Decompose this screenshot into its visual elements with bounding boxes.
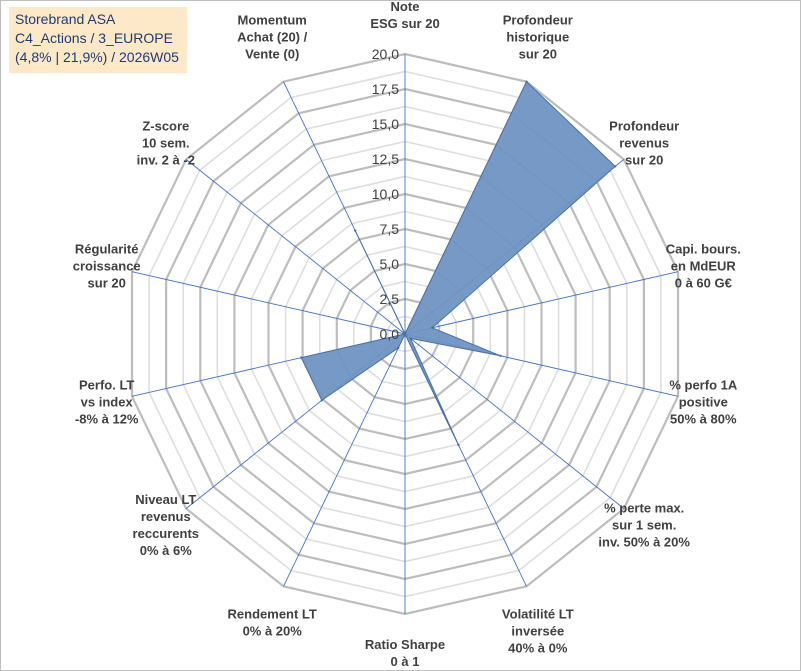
period-label: (4,8% | 21,9%) / 2026W05 <box>15 49 179 65</box>
radial-tick-label: 5,0 <box>380 256 400 272</box>
data-point <box>525 80 528 83</box>
category-label: sur 1 sem. <box>612 517 676 532</box>
category-label: inv. 2 à -2 <box>137 153 195 168</box>
radial-tick-label: 10,0 <box>372 186 399 202</box>
category-label: positive <box>679 395 728 410</box>
category-label: % perte max. <box>604 500 684 515</box>
category-label: 0 à 60 G€ <box>675 275 732 290</box>
category-label: 0% à 6% <box>140 543 192 558</box>
data-point <box>614 165 617 168</box>
category-label: historique <box>506 29 569 44</box>
category-label: croissance <box>73 258 141 273</box>
category-label: Achat (20) / <box>237 29 307 44</box>
category-label: Profondeur <box>503 12 573 27</box>
chart-title-box: Storebrand ASA C4_Actions / 3_EUROPE (4,… <box>9 7 187 73</box>
category-label: Régularité <box>75 241 139 256</box>
radial-tick-label: 20,0 <box>372 46 399 62</box>
category-label: Profondeur <box>609 119 679 134</box>
axis-spoke <box>404 333 625 509</box>
category-label: inv. 50% à 20% <box>598 534 690 549</box>
category-label: 0% à 20% <box>243 624 303 639</box>
portfolio-label: C4_Actions / 3_EUROPE <box>15 30 173 46</box>
category-label: Z-score <box>142 119 189 134</box>
category-label: Vente (0) <box>245 46 299 61</box>
category-label: revenus <box>141 509 191 524</box>
radial-tick-label: 17,5 <box>372 81 399 97</box>
data-point <box>457 443 460 447</box>
radial-tick-label: 2,5 <box>380 291 400 307</box>
category-label: revenus <box>619 136 669 151</box>
data-point <box>320 399 323 402</box>
data-point <box>354 229 357 232</box>
category-label: sur 20 <box>88 275 126 290</box>
category-label: % perfo 1A <box>669 378 738 393</box>
category-label: Rendement LT <box>228 607 317 622</box>
category-label: Capi. bours. <box>666 241 741 256</box>
axis-spoke <box>404 271 679 335</box>
company-name: Storebrand ASA <box>15 11 116 27</box>
category-label: en MdEUR <box>671 258 737 273</box>
category-label: ESG sur 20 <box>370 16 439 31</box>
axis-spoke <box>185 159 406 335</box>
category-label: vs index <box>81 395 134 410</box>
radial-tick-label: 7,5 <box>380 221 400 237</box>
category-label: -8% à 12% <box>75 412 139 427</box>
category-label: 0 à 1 <box>391 654 420 669</box>
data-point <box>300 356 303 359</box>
radial-tick-label: 15,0 <box>372 116 399 132</box>
category-label: Note <box>391 1 420 14</box>
category-label: 50% à 80% <box>670 412 737 427</box>
data-point <box>499 354 502 357</box>
category-label: sur 20 <box>519 46 557 61</box>
category-label: 10 sem. <box>142 136 190 151</box>
data-point <box>431 326 434 329</box>
radial-tick-label: 0,0 <box>380 326 400 342</box>
data-point <box>397 346 400 350</box>
category-label: Ratio Sharpe <box>365 637 445 652</box>
category-label: 40% à 0% <box>508 641 568 656</box>
category-label: Perfo. LT <box>79 378 134 393</box>
category-label: inversée <box>511 624 564 639</box>
radial-tick-label: 12,5 <box>372 151 399 167</box>
data-point <box>409 337 412 340</box>
category-label: Momentum <box>238 12 307 27</box>
axis-spoke <box>283 333 406 587</box>
data-series-area <box>300 80 616 446</box>
data-point <box>403 332 407 336</box>
category-label: Volatilité LT <box>502 607 574 622</box>
axis-spoke <box>131 271 406 335</box>
category-label: Niveau LT <box>135 492 196 507</box>
category-label: reccurents <box>133 526 199 541</box>
category-label: sur 20 <box>625 153 663 168</box>
